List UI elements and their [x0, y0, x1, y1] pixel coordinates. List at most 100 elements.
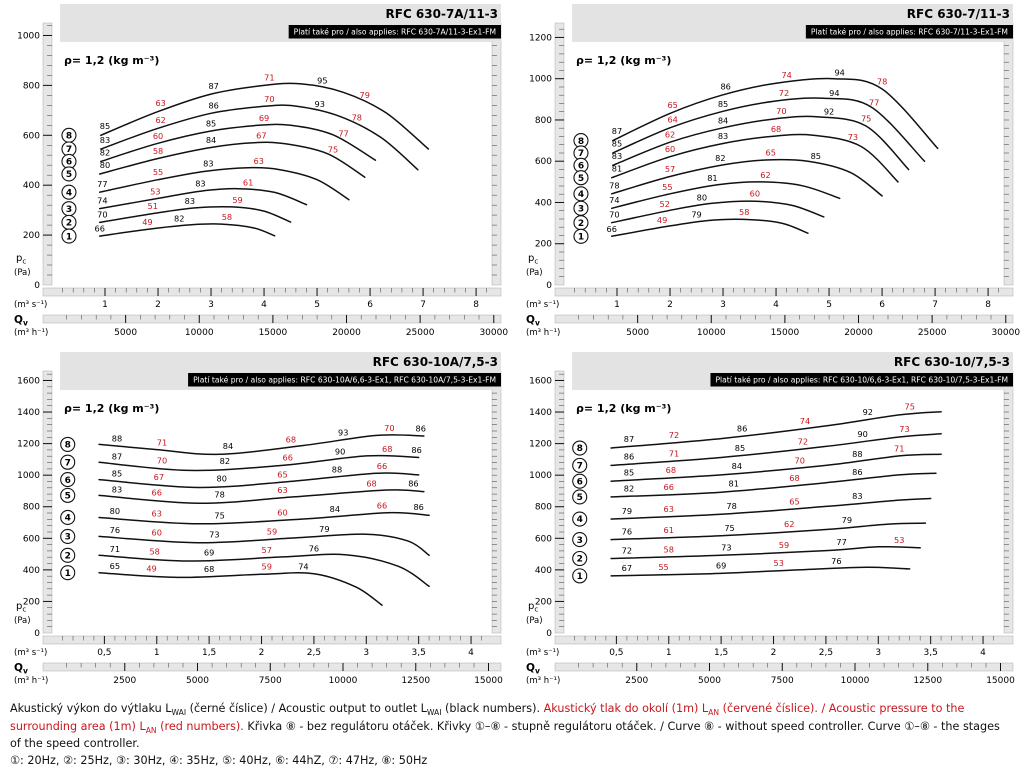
stage-badge-number: 8 [578, 137, 584, 147]
acoustic-output-label: 81 [612, 163, 622, 173]
stage-badge-number: 7 [578, 149, 584, 159]
stage-badge-circle [572, 511, 588, 527]
x-tick-label: 4 [773, 300, 779, 310]
acoustic-output-label: 78 [609, 181, 619, 191]
y-tick-label: 200 [23, 597, 40, 607]
stage-badge-number: 3 [66, 205, 72, 215]
stage-badge-number: 2 [66, 219, 72, 229]
acoustic-output-label: 74 [609, 195, 619, 205]
acoustic-pressure-label: 71 [157, 437, 167, 447]
stage-badge-number: 6 [65, 476, 71, 486]
x-axis-unit: (m³ s⁻¹) [526, 648, 559, 658]
density-label: ρ= 1,2 (kg m⁻³) [64, 402, 159, 415]
density-label: ρ= 1,2 (kg m⁻³) [576, 54, 671, 67]
stage-badge-number: 2 [65, 552, 71, 562]
acoustic-pressure-label: 62 [784, 519, 794, 529]
y-tick-label: 800 [535, 116, 552, 126]
fan-curve-stage-6 [610, 453, 942, 482]
acoustic-pressure-label: 72 [779, 88, 789, 98]
acoustic-output-label: 86 [852, 467, 862, 477]
footer-paragraph: ①: 20Hz, ②: 25Hz, ③: 30Hz, ④: 35Hz, ⑤: 4… [10, 753, 428, 767]
fan-curve-stage-6 [98, 472, 420, 489]
stage-badge-circle [572, 568, 588, 584]
fan-curve-stage-2 [610, 200, 825, 224]
fan-curve-stage-1 [610, 566, 911, 577]
chart-subtitle: Platí také pro / also applies: RFC 630-7… [811, 28, 1008, 37]
acoustic-output-label: 76 [831, 556, 841, 566]
acoustic-pressure-label: 66 [377, 501, 387, 511]
q-ruler-strip [42, 314, 502, 324]
q-ruler-strip [42, 662, 502, 672]
y-tick-label: 400 [23, 566, 40, 576]
acoustic-pressure-label: 53 [894, 535, 904, 545]
x-tick-label: 1 [666, 648, 672, 658]
acoustic-pressure-label: 68 [771, 124, 781, 134]
y-tick-label: 1600 [529, 376, 552, 386]
stage-badge-circle [61, 184, 77, 200]
x-tick-label: 3 [875, 648, 881, 658]
acoustic-output-label: 83 [612, 151, 622, 161]
chart-title: RFC 630-7A/11-3 [386, 7, 499, 21]
acoustic-output-label: 87 [612, 126, 622, 136]
x-tick-label: 1 [154, 648, 160, 658]
y-axis-unit: (Pa) [14, 268, 31, 278]
acoustic-pressure-label: 60 [665, 144, 675, 154]
stage-badge-number: 5 [577, 493, 583, 503]
x-tick-label: 0,5 [97, 648, 111, 658]
y-ruler-strip [42, 22, 53, 286]
acoustic-output-label: 74 [97, 196, 107, 206]
acoustic-output-label: 73 [209, 529, 219, 539]
density-label: ρ= 1,2 (kg m⁻³) [576, 402, 671, 415]
acoustic-output-label: 67 [622, 563, 632, 573]
x-tick-label: 6 [879, 300, 885, 310]
fan-curve-stage-2 [610, 545, 921, 560]
fan-curve-stage-6 [612, 115, 910, 171]
stage-badge-circle [60, 528, 76, 544]
x-tick-label: 2 [259, 648, 265, 658]
acoustic-output-label: 87 [624, 434, 634, 444]
y-tick-label: 1400 [17, 408, 40, 418]
acoustic-pressure-label: 70 [776, 106, 786, 116]
fan-curve-stage-4 [98, 166, 350, 201]
x-tick-label: 2,5 [307, 648, 321, 658]
acoustic-pressure-label: 77 [338, 129, 348, 139]
x-tick-label: 2 [155, 300, 161, 310]
acoustic-pressure-label: 68 [366, 479, 376, 489]
x-tick-label: 2,5 [819, 648, 833, 658]
x-ruler-strip [42, 287, 502, 297]
acoustic-pressure-label: 66 [377, 461, 387, 471]
acoustic-pressure-label: 67 [256, 131, 266, 141]
q-axis-name: Qv [526, 314, 540, 328]
x-tick-label: 3,5 [924, 648, 938, 658]
q-tick-label: 5000 [186, 676, 209, 686]
acoustic-pressure-label: 71 [264, 73, 274, 83]
chart-subtitle-bar [710, 373, 1013, 387]
q-tick-label: 5000 [698, 676, 721, 686]
right-ruler-strip [491, 22, 502, 286]
acoustic-output-label: 90 [857, 429, 867, 439]
y-ruler-strip [42, 370, 53, 634]
chart-panel-rfc-630-7-11-3: 200 400 600 800 1000 1200 0 pc (Pa) RFC 630-7/11-… [512, 3, 1024, 351]
y-tick-label: 400 [535, 198, 552, 208]
x-tick-label: 0,5 [609, 648, 623, 658]
acoustic-output-label: 86 [624, 452, 634, 462]
x-tick-label: 4 [980, 648, 986, 658]
stage-badge-number: 3 [578, 204, 584, 214]
chart-panel-rfc-630-7a-11-3: 200 400 600 800 1000 0 pc (Pa) RFC 630-7A/11-3 Pl… [0, 3, 512, 351]
y-zero-label: 0 [34, 281, 40, 291]
acoustic-output-label: 82 [100, 148, 110, 158]
acoustic-output-label: 86 [413, 502, 423, 512]
acoustic-pressure-label: 60 [750, 189, 760, 199]
stage-badge-circle [60, 565, 76, 581]
acoustic-pressure-label: 68 [382, 444, 392, 454]
y-axis-unit: (Pa) [14, 616, 31, 626]
acoustic-pressure-label: 75 [328, 145, 338, 155]
q-axis-unit: (m³ h⁻¹) [14, 676, 48, 686]
acoustic-pressure-label: 70 [264, 94, 274, 104]
acoustic-output-label: 85 [112, 469, 122, 479]
acoustic-pressure-label: 51 [148, 201, 158, 211]
acoustic-pressure-label: 73 [848, 132, 858, 142]
acoustic-output-label: 84 [718, 115, 728, 125]
fan-curve-stage-8 [100, 82, 430, 150]
